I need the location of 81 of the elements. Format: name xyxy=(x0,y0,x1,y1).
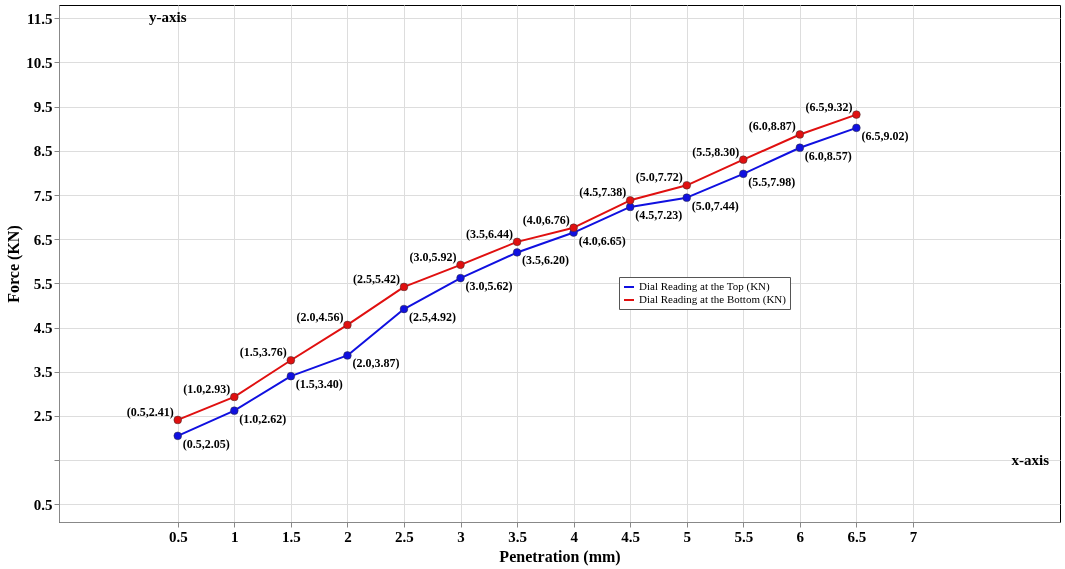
data-label: (2.0,4.56) xyxy=(296,309,344,324)
x-tick-label: 7 xyxy=(909,528,918,545)
x-tick-label: 6 xyxy=(796,528,805,545)
data-label: (5.0,7.72) xyxy=(635,170,683,185)
point xyxy=(173,415,182,425)
data-label: (2.0,3.87) xyxy=(352,356,400,371)
data-label: (2.5,4.92) xyxy=(408,310,456,325)
x-tick-label: 4 xyxy=(570,528,579,545)
data-label: (6.0,8.57) xyxy=(804,148,852,163)
data-label: (4.0,6.65) xyxy=(578,233,626,248)
data-label: (0.5,2.41) xyxy=(126,404,174,419)
x-tick-label: 0.5 xyxy=(168,528,188,545)
data-label: (1.0,2.93) xyxy=(183,381,231,396)
x-tick-label: 6.5 xyxy=(847,528,867,545)
point xyxy=(569,223,578,232)
data-label: (5.5,7.98) xyxy=(748,174,796,189)
x-tick-label: 2.5 xyxy=(395,528,414,545)
point xyxy=(512,237,522,246)
point xyxy=(626,196,635,205)
point xyxy=(852,110,861,119)
point xyxy=(286,356,295,365)
data-label: (6.5,9.32) xyxy=(805,99,853,114)
data-label: (3.5,6.20) xyxy=(522,253,570,268)
annotation: x-axis xyxy=(1011,452,1050,468)
x-tick-label: 3 xyxy=(457,528,465,545)
data-label: (6.0,8.87) xyxy=(748,119,796,134)
x-tick-label: 1 xyxy=(231,528,239,545)
data-label: (6.5,9.02) xyxy=(861,128,909,143)
legend-label: Dial Reading at the Top (KN) xyxy=(639,280,771,293)
point xyxy=(456,260,465,269)
point xyxy=(399,282,409,292)
point xyxy=(739,169,748,178)
y-tick-label: 0.5 xyxy=(33,496,53,513)
data-label: (1.5,3.40) xyxy=(295,377,343,392)
x-tick-label: 5 xyxy=(683,528,691,545)
x-tick-label: 1.5 xyxy=(282,528,301,545)
point xyxy=(343,351,352,360)
data-label: (4.0,6.76) xyxy=(522,212,570,227)
x-tick-label: 3.5 xyxy=(508,528,527,545)
legend-label: Dial Reading at the Bottom (KN) xyxy=(639,293,787,306)
point xyxy=(795,130,804,139)
data-label: (0.5,2.05) xyxy=(182,436,230,451)
y-axis-title: Force (KN) xyxy=(5,225,24,303)
y-tick-label: 7.5 xyxy=(33,187,53,204)
point xyxy=(795,143,804,152)
point xyxy=(230,406,239,415)
point xyxy=(739,155,748,164)
data-label: (4.5,7.23) xyxy=(635,207,683,222)
y-tick-label: 3.5 xyxy=(33,364,53,381)
y-tick-label: 6.5 xyxy=(33,231,53,248)
data-label: (3.0,5.92) xyxy=(409,249,457,264)
y-tick-label: 9.5 xyxy=(33,99,53,116)
point xyxy=(456,273,465,283)
point xyxy=(682,181,691,190)
point xyxy=(512,248,522,257)
x-axis-title: Penetration (mm) xyxy=(499,547,621,566)
data-label: (4.5,7.38) xyxy=(579,185,627,200)
point xyxy=(286,372,295,381)
x-tick-label: 4.5 xyxy=(621,528,641,545)
y-tick-label: 10.5 xyxy=(26,54,53,71)
y-tick-label: 2.5 xyxy=(33,408,53,425)
x-tick-label: 2 xyxy=(344,528,352,545)
y-tick-label: 5.5 xyxy=(33,275,53,292)
point xyxy=(682,193,691,202)
data-label: (5.0,7.44) xyxy=(691,198,739,213)
data-label: (1.5,3.76) xyxy=(239,345,287,360)
point xyxy=(173,431,182,440)
x-tick-label: 5.5 xyxy=(734,528,754,545)
data-label: (5.5,8.30) xyxy=(692,144,740,159)
data-label: (3.5,6.44) xyxy=(466,226,514,241)
data-label: (1.0,2.62) xyxy=(239,411,287,426)
y-tick-label: 8.5 xyxy=(33,143,53,160)
point xyxy=(399,304,409,314)
point xyxy=(852,123,861,132)
point xyxy=(230,392,239,402)
point xyxy=(343,320,352,330)
y-tick-label: 4.5 xyxy=(33,320,53,337)
y-tick-label: 11.5 xyxy=(27,10,53,27)
annotation: y-axis xyxy=(149,9,187,25)
data-label: (2.5,5.42) xyxy=(352,271,400,286)
data-label: (3.0,5.62) xyxy=(465,279,513,294)
